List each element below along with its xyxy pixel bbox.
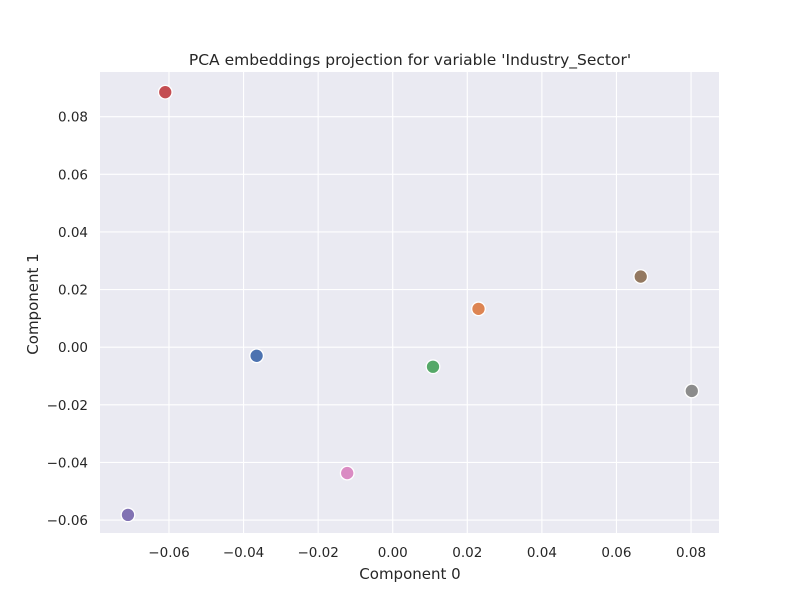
scatter-point bbox=[249, 348, 265, 364]
scatter-point bbox=[339, 465, 355, 481]
plot-area bbox=[100, 72, 719, 533]
x-tick-labels: −0.06 −0.04 −0.02 0.00 0.02 0.04 0.06 0.08 bbox=[148, 545, 706, 561]
x-tick-label: −0.06 bbox=[148, 545, 189, 561]
y-tick-label: 0.02 bbox=[58, 283, 88, 299]
x-tick-label: −0.02 bbox=[297, 545, 338, 561]
scatter-point bbox=[425, 359, 441, 375]
y-tick-label: 0.06 bbox=[58, 167, 88, 183]
data-points bbox=[120, 84, 700, 523]
y-tick-label: −0.02 bbox=[47, 398, 88, 414]
y-tick-labels: −0.06 −0.04 −0.02 0.00 0.02 0.04 0.06 0.08 bbox=[47, 110, 88, 529]
scatter-point bbox=[684, 383, 700, 399]
scatter-point bbox=[633, 269, 649, 285]
y-tick-label: −0.06 bbox=[47, 513, 88, 529]
x-tick-label: 0.06 bbox=[601, 545, 631, 561]
scatter-point bbox=[471, 301, 486, 317]
x-tick-label: 0.08 bbox=[676, 545, 706, 561]
y-tick-label: 0.04 bbox=[58, 225, 88, 241]
grid-lines bbox=[100, 72, 719, 533]
x-tick-label: 0.00 bbox=[378, 545, 408, 561]
y-tick-label: 0.08 bbox=[58, 110, 88, 126]
y-axis-title: Component 1 bbox=[24, 253, 42, 354]
y-tick-label: −0.04 bbox=[47, 455, 88, 471]
x-tick-label: 0.02 bbox=[452, 545, 482, 561]
scatter-point bbox=[120, 507, 136, 523]
x-axis-title: Component 0 bbox=[359, 565, 460, 583]
y-tick-label: 0.00 bbox=[58, 340, 88, 356]
x-tick-label: 0.04 bbox=[527, 545, 557, 561]
scatter-point bbox=[157, 84, 173, 100]
chart-title: PCA embeddings projection for variable '… bbox=[189, 51, 631, 70]
x-tick-label: −0.04 bbox=[223, 545, 264, 561]
